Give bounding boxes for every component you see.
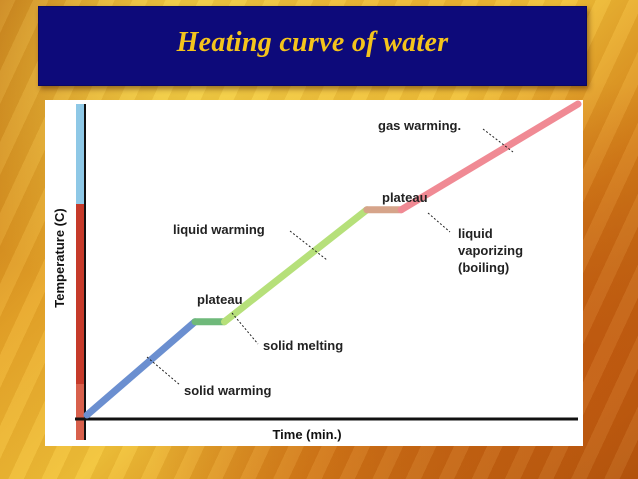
leader-solid-melting (231, 312, 259, 345)
annotation-solid-warming: solid warming (184, 383, 271, 398)
thermometer-top (76, 104, 84, 204)
x-axis-label: Time (min.) (272, 427, 341, 442)
leader-solid-warming (146, 356, 181, 386)
leader-liquid-vaporizing (427, 212, 451, 233)
annotation-plateau-1: plateau (197, 292, 243, 307)
slide-title: Heating curve of water (176, 27, 449, 58)
annotation-boiling: (boiling) (458, 260, 509, 275)
curve-segment-1 (83, 318, 199, 419)
y-axis-label: Temperature (C) (52, 208, 67, 307)
annotation-solid-melting: solid melting (263, 338, 343, 353)
thermometer-bottom (76, 384, 84, 440)
title-banner: Heating curve of water (38, 6, 587, 86)
heating-curve-chart: Temperature (C) Time (min.) solid warmin… (52, 100, 582, 442)
annotation-liquid-warming: liquid warming (173, 222, 265, 237)
annotation-liquid: liquid (458, 226, 493, 241)
annotation-vaporizing: vaporizing (458, 243, 523, 258)
thermometer-middle (76, 204, 84, 384)
annotation-plateau-2: plateau (382, 190, 428, 205)
curve-series (83, 100, 582, 419)
curve-segment-5 (397, 100, 582, 214)
annotation-gas-warming: gas warming. (378, 118, 461, 133)
chart-panel: Temperature (C) Time (min.) solid warmin… (45, 100, 583, 446)
curve-segment-3 (220, 206, 371, 326)
